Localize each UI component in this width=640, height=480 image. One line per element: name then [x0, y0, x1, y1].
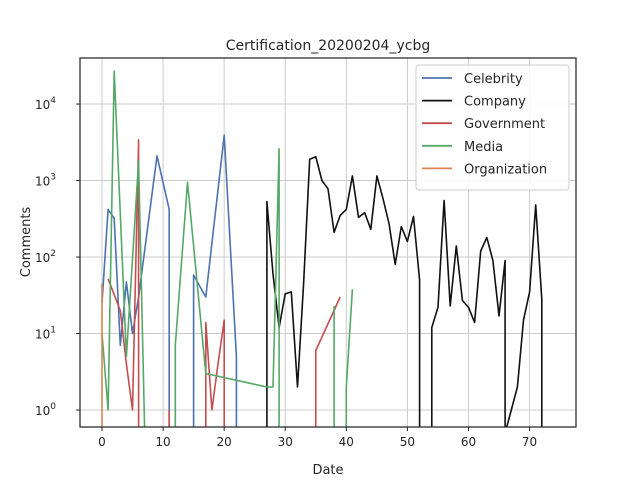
- series-layer: [101, 70, 543, 427]
- series-line-government: [107, 139, 341, 427]
- legend-label-company: Company: [464, 95, 526, 110]
- legend-box: [415, 64, 570, 191]
- x-tick-label: 20: [217, 435, 232, 449]
- legend-label-organization: Organization: [464, 162, 547, 177]
- y-tick-exponent: 3: [50, 173, 56, 183]
- x-tick-label: 10: [155, 435, 170, 449]
- x-tick-label: 70: [522, 435, 537, 449]
- legend-label-government: Government: [464, 117, 545, 132]
- legend: Celebrity Company Government Media Organizat…: [415, 64, 570, 191]
- y-tick-base: 10: [35, 251, 50, 265]
- x-tick-label: 50: [400, 435, 415, 449]
- y-tick-exponent: 4: [50, 96, 56, 106]
- x-tick-label: 30: [278, 435, 293, 449]
- series-line-company: [266, 155, 543, 427]
- grid: [80, 58, 576, 427]
- y-tick-label: 100: [35, 402, 56, 418]
- y-tick-exponent: 0: [50, 402, 56, 412]
- legend-label-media: Media: [464, 140, 503, 155]
- x-tick-label: 0: [98, 435, 106, 449]
- series-line-media: [101, 70, 354, 427]
- y-axis-label: Comments: [19, 207, 34, 278]
- x-axis: 0 10 20 30 40 50 60 70: [98, 427, 537, 449]
- y-tick-base: 10: [35, 404, 50, 418]
- x-axis-label: Date: [312, 463, 343, 478]
- chart-title: Certification_20200204_ycbg: [226, 38, 430, 54]
- y-tick-label: 101: [35, 326, 56, 342]
- y-tick-label: 102: [35, 249, 56, 265]
- legend-label-celebrity: Celebrity: [464, 72, 523, 87]
- x-tick-label: 60: [461, 435, 476, 449]
- y-tick-label: 104: [35, 96, 56, 112]
- y-tick-base: 10: [35, 175, 50, 189]
- y-tick-label: 103: [35, 173, 56, 189]
- plot-frame: [79, 57, 577, 428]
- y-tick-exponent: 1: [50, 326, 56, 336]
- y-tick-exponent: 2: [50, 249, 56, 259]
- y-tick-base: 10: [35, 98, 50, 112]
- y-tick-base: 10: [35, 328, 50, 342]
- x-tick-label: 40: [339, 435, 354, 449]
